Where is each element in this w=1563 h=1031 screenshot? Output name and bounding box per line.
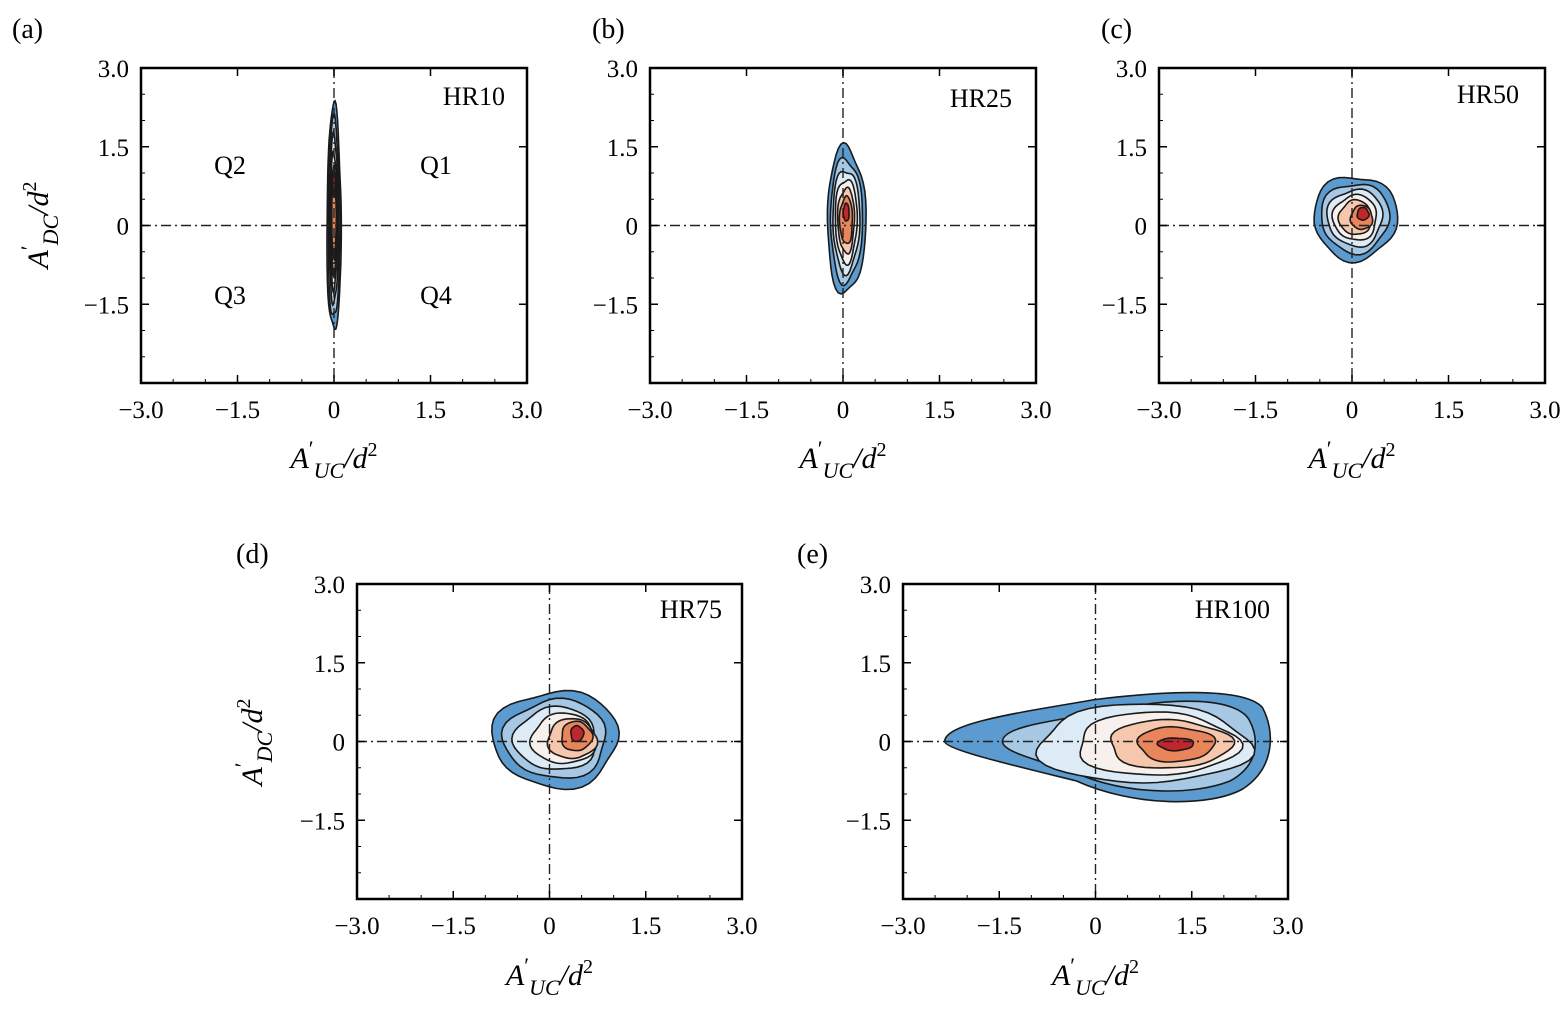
x-tick-label: −1.5 bbox=[215, 397, 260, 424]
y-tick-label: 0 bbox=[333, 730, 346, 757]
x-axis-label: A′UC/d2 bbox=[1050, 953, 1139, 1000]
panel-label: (e) bbox=[797, 539, 828, 570]
y-tick-label: 0 bbox=[879, 730, 892, 757]
case-label: HR50 bbox=[1457, 80, 1519, 109]
panel-label: (c) bbox=[1101, 14, 1132, 45]
quadrant-label-q2: Q2 bbox=[214, 151, 246, 180]
y-axis-label: A′DC/d2 bbox=[230, 698, 277, 787]
reference-lines bbox=[357, 584, 742, 899]
x-tick-label: 0 bbox=[543, 913, 556, 940]
panel-label: (b) bbox=[592, 14, 625, 45]
x-tick-label: −3.0 bbox=[118, 397, 163, 424]
quadrant-label-q4: Q4 bbox=[420, 281, 452, 310]
ticks: −3.0 −1.5 0 1.5 3.0 3.0 1.5 0 −1.5 bbox=[593, 56, 1052, 424]
x-tick-label: 3.0 bbox=[1529, 397, 1560, 424]
axis-label-text: A′UC/d2 bbox=[1306, 436, 1395, 483]
quadrant-label-q1: Q1 bbox=[420, 151, 452, 180]
y-tick-label: −1.5 bbox=[84, 292, 129, 319]
y-axis-label: A′DC/d2 bbox=[16, 181, 63, 270]
y-tick-label: 3.0 bbox=[1116, 56, 1147, 83]
ticks: −3.0 −1.5 0 1.5 3.0 3.0 1.5 0 −1.5 bbox=[846, 572, 1304, 940]
axis-label-text: A′UC/d2 bbox=[797, 436, 886, 483]
ticks: −3.0 −1.5 0 1.5 3.0 3.0 1.5 0 −1.5 bbox=[84, 56, 543, 424]
y-tick-label: −1.5 bbox=[593, 292, 638, 319]
y-tick-label: 3.0 bbox=[607, 56, 638, 83]
axis-label-text: A′DC/d2 bbox=[230, 698, 277, 787]
reference-lines bbox=[650, 68, 1036, 383]
x-axis-label: A′UC/d2 bbox=[1306, 436, 1395, 483]
x-tick-label: 3.0 bbox=[1272, 913, 1303, 940]
reference-lines bbox=[141, 68, 527, 383]
panel-c: (c) −3.0 −1.5 0 1.5 3.0 3.0 1.5 0 −1.5 HR50 A′UC… bbox=[1101, 14, 1561, 483]
panel-label: (a) bbox=[12, 14, 43, 45]
x-tick-label: −1.5 bbox=[977, 913, 1022, 940]
y-tick-label: 0 bbox=[117, 214, 130, 241]
ticks: −3.0 −1.5 0 1.5 3.0 3.0 1.5 0 −1.5 bbox=[1102, 56, 1561, 424]
y-tick-label: 3.0 bbox=[98, 56, 129, 83]
y-tick-label: 0 bbox=[1135, 214, 1148, 241]
x-tick-label: 1.5 bbox=[924, 397, 955, 424]
x-axis-label: A′UC/d2 bbox=[797, 436, 886, 483]
y-tick-label: 3.0 bbox=[860, 572, 891, 599]
y-tick-label: −1.5 bbox=[300, 808, 345, 835]
axis-label-text: A′DC/d2 bbox=[16, 181, 63, 270]
x-tick-label: 3.0 bbox=[726, 913, 757, 940]
x-tick-label: 1.5 bbox=[1176, 913, 1207, 940]
panel-e: (e) −3.0 −1.5 0 1.5 3.0 3.0 1.5 0 −1.5 HR100 A′U… bbox=[797, 539, 1304, 1000]
axis-label-text: A′UC/d2 bbox=[504, 953, 593, 1000]
x-tick-label: 0 bbox=[1089, 913, 1102, 940]
y-tick-label: 0 bbox=[626, 214, 639, 241]
x-tick-label: 3.0 bbox=[511, 397, 542, 424]
contour-level bbox=[842, 202, 850, 222]
x-tick-label: −3.0 bbox=[880, 913, 925, 940]
reference-lines bbox=[1159, 68, 1545, 383]
x-tick-label: 1.5 bbox=[415, 397, 446, 424]
quadrant-label-q3: Q3 bbox=[214, 281, 246, 310]
x-tick-label: −1.5 bbox=[724, 397, 769, 424]
contour-level bbox=[1356, 206, 1370, 222]
contour-layer bbox=[1313, 176, 1399, 264]
y-tick-label: 1.5 bbox=[1116, 135, 1147, 162]
case-label: HR75 bbox=[660, 595, 722, 624]
x-axis-label: A′UC/d2 bbox=[288, 436, 377, 483]
contour-layer bbox=[826, 141, 867, 295]
contour-layer bbox=[943, 691, 1272, 803]
y-tick-label: −1.5 bbox=[1102, 292, 1147, 319]
ticks: −3.0 −1.5 0 1.5 3.0 3.0 1.5 0 −1.5 bbox=[300, 572, 758, 940]
x-tick-label: −1.5 bbox=[431, 913, 476, 940]
axis-label-text: A′UC/d2 bbox=[288, 436, 377, 483]
panel-d: (d) −3.0 −1.5 0 1.5 3.0 3.0 1.5 0 −1.5 HR75 A′UC… bbox=[230, 539, 758, 1000]
x-tick-label: 0 bbox=[1346, 397, 1359, 424]
x-tick-label: −3.0 bbox=[627, 397, 672, 424]
x-tick-label: 0 bbox=[328, 397, 341, 424]
x-tick-label: 1.5 bbox=[1433, 397, 1464, 424]
y-tick-label: −1.5 bbox=[846, 808, 891, 835]
x-axis-label: A′UC/d2 bbox=[504, 953, 593, 1000]
reference-lines bbox=[903, 584, 1288, 899]
case-label: HR100 bbox=[1195, 595, 1270, 624]
panel-label: (d) bbox=[236, 539, 269, 570]
x-tick-label: −3.0 bbox=[1136, 397, 1181, 424]
contour-layer bbox=[491, 689, 621, 791]
y-tick-label: 3.0 bbox=[314, 572, 345, 599]
case-label: HR25 bbox=[950, 84, 1012, 113]
panel-b: (b) −3.0 −1.5 0 1.5 3.0 3.0 1.5 0 −1.5 HR25 A′UC… bbox=[592, 14, 1052, 483]
x-tick-label: −3.0 bbox=[334, 913, 379, 940]
y-tick-label: 1.5 bbox=[860, 651, 891, 678]
x-tick-label: 1.5 bbox=[630, 913, 661, 940]
panel-a: (a) −3.0 −1.5 0 1.5 3.0 3.0 1.5 0 −1.5 HR10 Q2 Q… bbox=[12, 14, 543, 483]
x-tick-label: −1.5 bbox=[1233, 397, 1278, 424]
contour-level bbox=[570, 724, 585, 743]
case-label: HR10 bbox=[443, 82, 505, 111]
axis-label-text: A′UC/d2 bbox=[1050, 953, 1139, 1000]
y-tick-label: 1.5 bbox=[314, 651, 345, 678]
x-tick-label: 3.0 bbox=[1020, 397, 1051, 424]
x-tick-label: 0 bbox=[837, 397, 850, 424]
y-tick-label: 1.5 bbox=[98, 135, 129, 162]
y-tick-label: 1.5 bbox=[607, 135, 638, 162]
